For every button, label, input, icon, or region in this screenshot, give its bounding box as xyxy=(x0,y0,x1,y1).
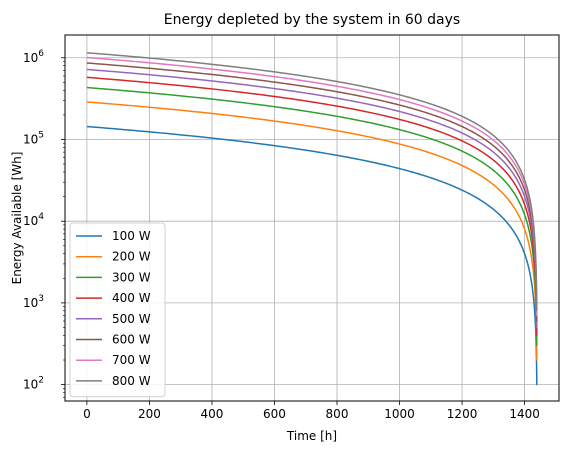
x-tick-label: 400 xyxy=(200,407,223,421)
x-tick-label: 1000 xyxy=(384,407,415,421)
y-tick-exponent: 6 xyxy=(38,49,44,59)
y-tick-label: 104 xyxy=(23,212,44,228)
series-line xyxy=(86,52,538,312)
y-tick-exponent: 4 xyxy=(38,212,44,222)
x-axis-label: Time [h] xyxy=(286,429,337,443)
plot-frame xyxy=(64,34,560,402)
series-line xyxy=(86,86,538,347)
y-tick-label: 103 xyxy=(23,294,44,310)
y-tick-label: 102 xyxy=(23,376,44,392)
y-tick-exponent: 3 xyxy=(38,294,44,304)
legend-label: 100 W xyxy=(112,229,151,243)
x-tick-label: 1400 xyxy=(509,407,540,421)
y-axis-label: Energy Available [Wh] xyxy=(10,152,24,285)
y-tick-label: 106 xyxy=(23,49,44,65)
y-tick-exponent: 2 xyxy=(38,376,44,386)
series-line xyxy=(86,125,538,386)
legend-label: 300 W xyxy=(112,270,151,284)
y-tick-label: 105 xyxy=(23,130,44,146)
x-axis: 0 200 400 600 800 1000 1200 1400 xyxy=(83,401,540,421)
series-line xyxy=(86,101,538,361)
legend-label: 200 W xyxy=(112,250,151,264)
legend-box xyxy=(69,222,166,398)
y-axis: 102 103 104 105 106 xyxy=(23,49,65,398)
legend: 100 W 200 W 300 W 400 W 500 W 600 W 700 W 800 W xyxy=(69,222,166,398)
x-tick-label: 1200 xyxy=(447,407,478,421)
legend-label: 800 W xyxy=(112,374,151,388)
legend-label: 600 W xyxy=(112,333,151,347)
x-tick-label: 800 xyxy=(326,407,349,421)
y-tick-exponent: 5 xyxy=(38,130,44,140)
x-tick-label: 200 xyxy=(138,407,161,421)
grid xyxy=(65,35,559,401)
x-tick-label: 0 xyxy=(83,407,91,421)
chart-title: Energy depleted by the system in 60 days xyxy=(164,12,460,28)
legend-label: 700 W xyxy=(112,353,151,367)
x-tick-label: 600 xyxy=(263,407,286,421)
series-lines xyxy=(86,52,538,386)
legend-label: 500 W xyxy=(112,312,151,326)
legend-label: 400 W xyxy=(112,291,151,305)
